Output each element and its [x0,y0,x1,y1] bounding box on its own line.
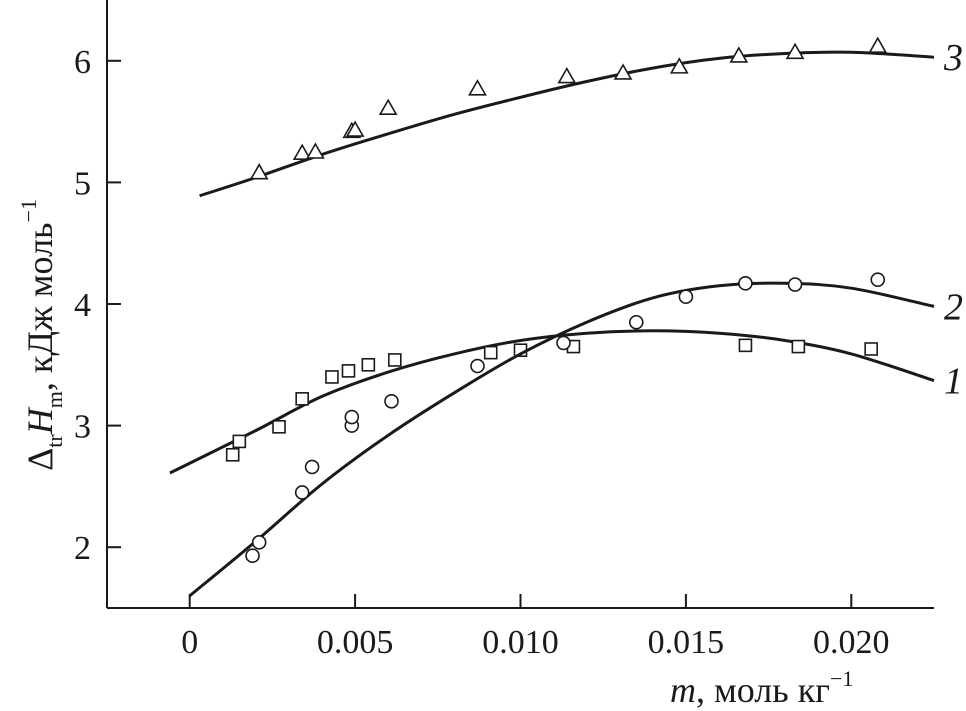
series-3-point [306,142,325,159]
plot-area: 1 2 3 [169,36,963,597]
series-2-point [245,548,260,564]
y-tick-label: 2 [74,530,91,567]
series-1-point [232,434,247,449]
series-2-point [556,335,571,351]
series-3-point [729,46,749,63]
series-1-point [483,345,498,360]
series-2-point [870,272,886,287]
series-2-point [294,485,310,500]
series-2-point [304,459,320,475]
series-2-point [628,314,644,330]
series-3-point [613,63,633,80]
series-1-point [225,447,240,462]
series-2-curve [188,281,935,597]
series-3-label: 3 [943,37,963,79]
series-1-point [272,420,286,434]
series-2-point [470,358,485,374]
series-3-point [669,57,689,74]
series-3-point [868,36,888,54]
series-3-point [345,120,365,137]
series-1-point [325,370,339,384]
series-2-point [678,289,694,305]
x-axis-title: m, моль кг−1 [670,666,853,710]
y-tick-label: 4 [74,287,91,324]
series-1-label: 1 [944,361,963,403]
series-3-point [468,79,487,96]
series-2-label: 2 [944,286,963,328]
series-2-point [344,409,360,425]
y-tick-label: 6 [74,44,91,81]
y-axis: 2 3 4 5 6 [74,0,121,608]
series-1-point [341,364,356,378]
series-3-point [292,143,312,161]
series-1-point [864,342,878,356]
series-2-point [787,277,803,292]
series-2-point [251,535,267,550]
series-3-point [785,42,805,60]
series-1-point [738,338,753,353]
x-tick-label: 0.010 [482,624,559,661]
series-1-point [791,339,806,354]
y-tick-label: 5 [74,165,91,202]
series-3-point [249,163,269,180]
series-3-point [378,98,398,116]
x-tick-label: 0 [181,624,198,661]
series-1-point [361,357,376,372]
series-3-point [557,66,577,84]
series-1-point [387,353,402,367]
series-2-point [384,393,399,409]
series-1-point [295,392,309,406]
series-1-curve [169,329,935,475]
x-tick-label: 0.005 [317,624,394,661]
y-axis-title: ΔtrHm, кДж моль−1 [16,199,67,471]
x-tick-label: 0.020 [813,624,890,661]
y-tick-label: 3 [74,409,91,446]
x-tick-label: 0.015 [648,624,725,661]
series-2-point [738,276,753,291]
x-axis: 0 0.005 0.010 0.015 0.020 [107,594,934,661]
